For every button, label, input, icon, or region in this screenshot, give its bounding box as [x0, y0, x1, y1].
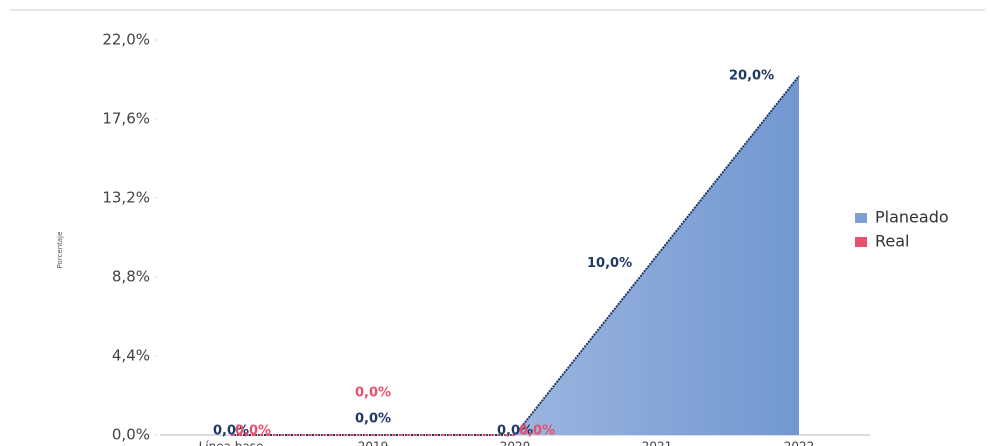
y-axis-label: Porcentaje: [56, 232, 64, 269]
data-label: 0,0%: [355, 386, 391, 401]
legend-swatch: [855, 213, 867, 223]
data-label: 0,0%: [519, 424, 555, 439]
x-tick-label: 2021: [642, 440, 673, 446]
y-tick-label: 4,4%: [112, 347, 150, 365]
x-tick-label: 2020: [500, 440, 531, 446]
data-label: 20,0%: [729, 68, 774, 83]
x-tick-label: 2022: [784, 440, 815, 446]
x-tick-label: Línea base: [199, 440, 264, 446]
legend-label: Real: [875, 232, 910, 251]
legend-label: Planeado: [875, 208, 949, 227]
x-tick-label: 2019: [358, 440, 389, 446]
legend-swatch: [855, 237, 867, 247]
data-label: 0,0%: [355, 412, 391, 427]
area: [231, 75, 799, 435]
y-tick-label: 13,2%: [102, 189, 150, 207]
y-tick-label: 8,8%: [112, 268, 150, 286]
y-tick-label: 0,0%: [112, 426, 150, 444]
data-label: 0,0%: [235, 424, 271, 439]
data-label: 10,0%: [587, 256, 632, 271]
y-tick-label: 17,6%: [102, 110, 150, 128]
y-tick-label: 22,0%: [102, 31, 150, 49]
